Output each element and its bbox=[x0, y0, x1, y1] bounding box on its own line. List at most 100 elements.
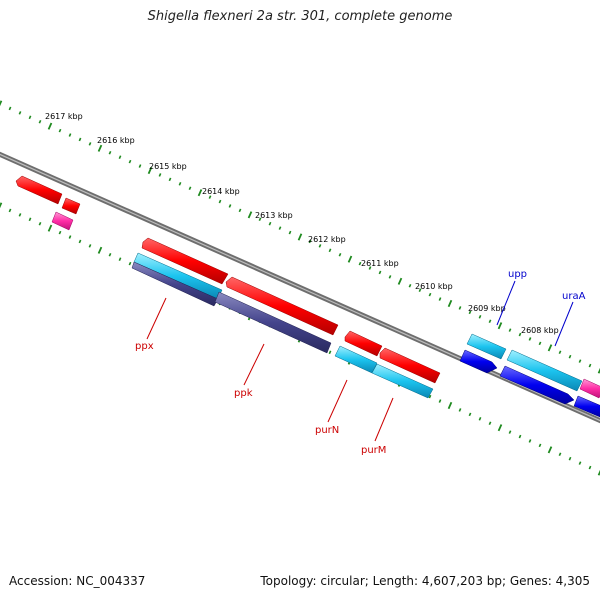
ruler-tick bbox=[128, 261, 132, 266]
ruler-tick bbox=[338, 252, 342, 257]
gene-arrow[interactable] bbox=[225, 276, 339, 336]
ruler-tick bbox=[438, 399, 442, 403]
ruler-tick bbox=[28, 217, 32, 222]
ruler-tick bbox=[308, 239, 312, 244]
ruler-tick bbox=[238, 208, 242, 213]
gene-arrow[interactable] bbox=[131, 261, 219, 307]
gene-arrow[interactable] bbox=[466, 333, 507, 360]
ruler-tick bbox=[128, 159, 132, 164]
ruler-tick bbox=[478, 315, 482, 319]
ruler-tick bbox=[568, 354, 572, 359]
gene-label-ppk: ppk bbox=[234, 388, 253, 399]
gene-arrow[interactable] bbox=[371, 363, 434, 399]
ruler-tick bbox=[28, 115, 32, 120]
ruler-tick bbox=[197, 189, 203, 197]
gene-arrow[interactable] bbox=[379, 347, 441, 384]
kbp-label: 2615 kbp bbox=[149, 162, 187, 171]
ruler-tick bbox=[268, 221, 272, 226]
kbp-label: 2608 kbp bbox=[521, 326, 559, 335]
ruler-tick bbox=[297, 233, 303, 241]
ruler-tick bbox=[328, 350, 332, 355]
ruler-tick bbox=[168, 177, 172, 182]
ruler-tick bbox=[47, 122, 53, 130]
ruler-tick bbox=[208, 195, 212, 199]
ruler-tick bbox=[568, 456, 572, 461]
map-title: Shigella flexneri 2a str. 301, complete … bbox=[147, 9, 453, 24]
ruler-tick bbox=[118, 155, 122, 159]
ruler-tick bbox=[558, 452, 562, 457]
ruler-tick bbox=[597, 367, 600, 374]
gene-arrow[interactable] bbox=[61, 197, 81, 215]
kbp-label: 2611 kbp bbox=[361, 259, 399, 268]
ruler-tick bbox=[497, 424, 503, 432]
ruler-tick bbox=[328, 248, 332, 253]
ruler-tick bbox=[478, 417, 482, 421]
gene-arrow[interactable] bbox=[499, 365, 575, 405]
ruler-tick bbox=[418, 288, 422, 292]
ruler-tick bbox=[538, 341, 542, 346]
gene-label-upp: upp bbox=[508, 269, 527, 280]
gene-labels: ppx ppk purN purM upp uraA bbox=[135, 269, 586, 456]
gene-arrow[interactable] bbox=[573, 395, 600, 418]
ruler-tick bbox=[488, 421, 492, 426]
ruler-tick bbox=[528, 439, 532, 443]
ruler-tick bbox=[408, 283, 412, 288]
ruler-tick bbox=[288, 230, 292, 235]
ruler-tick bbox=[347, 255, 353, 263]
ruler-tick bbox=[318, 244, 322, 248]
ruler-tick bbox=[538, 443, 542, 448]
ruler-tick bbox=[397, 277, 403, 285]
ruler-tick bbox=[258, 217, 262, 222]
ruler-tick bbox=[88, 244, 92, 248]
gene-arrow[interactable] bbox=[459, 349, 498, 374]
ruler-tick bbox=[38, 221, 42, 226]
ruler-tick bbox=[508, 430, 512, 434]
ruler-tick bbox=[458, 306, 462, 310]
ruler-tick bbox=[578, 461, 582, 465]
ruler-tick bbox=[447, 299, 453, 308]
ruler-tick bbox=[247, 211, 253, 219]
ruler-tick bbox=[597, 469, 600, 476]
accession-text: Accession: NC_004337 bbox=[9, 574, 146, 588]
kbp-label: 2613 kbp bbox=[255, 211, 293, 220]
gene-arrow[interactable] bbox=[51, 211, 74, 231]
gene-arrow[interactable] bbox=[344, 330, 383, 357]
ruler-tick bbox=[138, 164, 142, 168]
ruler-tick bbox=[178, 182, 182, 186]
ruler-tick bbox=[278, 226, 282, 230]
kbp-label: 2612 kbp bbox=[308, 235, 346, 244]
ruler-tick bbox=[218, 199, 222, 204]
ruler-tick bbox=[188, 186, 192, 191]
ruler-tick bbox=[68, 235, 72, 239]
ruler-tick bbox=[588, 465, 592, 470]
gene-arrow[interactable] bbox=[214, 291, 332, 354]
ruler-tick bbox=[108, 252, 112, 257]
ruler-ticks-upper bbox=[0, 100, 600, 374]
ruler-tick bbox=[547, 446, 553, 454]
ruler-tick bbox=[78, 137, 82, 142]
ruler-tick bbox=[558, 350, 562, 355]
ruler-tick bbox=[58, 230, 62, 235]
ruler-tick bbox=[378, 270, 382, 275]
gene-arrow[interactable] bbox=[579, 378, 600, 399]
gene-features[interactable] bbox=[15, 175, 600, 418]
ruler-tick bbox=[108, 150, 112, 155]
ruler-tick bbox=[68, 133, 72, 137]
ruler-tick bbox=[388, 275, 392, 279]
gene-arrow[interactable] bbox=[141, 237, 229, 285]
ruler-tick bbox=[458, 408, 462, 412]
ruler-tick bbox=[0, 202, 3, 209]
ruler-tick bbox=[78, 239, 82, 244]
ruler-tick bbox=[368, 266, 372, 270]
ruler-tick bbox=[428, 292, 432, 297]
ruler-tick bbox=[97, 246, 103, 254]
kbp-label: 2610 kbp bbox=[415, 282, 453, 291]
ruler-tick bbox=[47, 224, 53, 232]
ruler-tick bbox=[518, 332, 522, 337]
ruler-tick bbox=[428, 394, 432, 399]
ruler-tick bbox=[588, 363, 592, 368]
gene-arrow[interactable] bbox=[506, 349, 583, 392]
kbp-label: 2617 kbp bbox=[45, 112, 83, 121]
gene-arrow[interactable] bbox=[15, 175, 63, 205]
